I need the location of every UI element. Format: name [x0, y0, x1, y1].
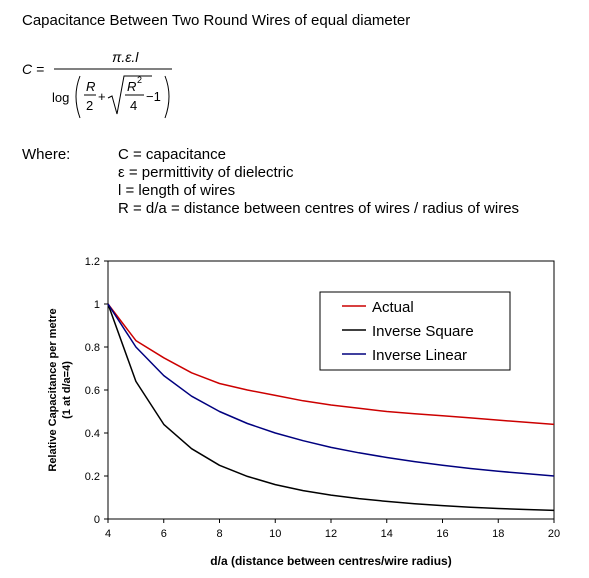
- definition-permittivity: ε = permittivity of dielectric: [118, 164, 294, 181]
- y-tick-label: 0.4: [85, 428, 100, 440]
- x-tick-label: 8: [216, 528, 222, 540]
- x-tick-label: 6: [161, 528, 167, 540]
- formula-square-exponent: 2: [137, 75, 142, 85]
- definition-length: l = length of wires: [118, 182, 236, 199]
- y-tick-label: 0.6: [85, 385, 100, 397]
- definition-capacitance: C = capacitance: [118, 146, 226, 163]
- y-tick-label: 1.2: [85, 256, 100, 268]
- formula-lhs: C =: [22, 61, 44, 77]
- formula-log: log: [52, 90, 69, 105]
- capacitance-chart: 0 0.2 0.4 0.6 0.8 1 1.2 4 6 8 10 12 14 16 18 20 d/a (dis…: [47, 256, 560, 568]
- formula-close-paren: [164, 75, 170, 119]
- x-tick-label: 10: [269, 528, 281, 540]
- legend: [319, 291, 511, 371]
- where-label: Where:: [22, 146, 71, 163]
- series-inverse-square: [107, 303, 555, 512]
- legend-label: Actual: [372, 299, 414, 316]
- series-inverse-linear: [107, 303, 555, 477]
- y-tick-label: 1: [94, 299, 100, 311]
- y-tick-label: 0.8: [85, 342, 100, 354]
- formula-r: R: [86, 79, 95, 94]
- x-axis-label: d/a (distance between centres/wire radiu…: [210, 554, 451, 568]
- definition-ratio: R = d/a = distance between centres of wi…: [118, 200, 520, 217]
- y-axis-label: Relative Capacitance per metre (1 at d/a=…: [47, 308, 73, 471]
- y-tick-label: 0.2: [85, 471, 100, 483]
- formula-two: 2: [86, 98, 93, 113]
- x-tick-label: 16: [436, 528, 448, 540]
- x-tick-label: 20: [548, 528, 560, 540]
- legend-label: Inverse Square: [372, 323, 474, 340]
- x-tick-label: 4: [105, 528, 111, 540]
- formula-open-paren: [75, 75, 81, 119]
- x-tick-label: 12: [325, 528, 337, 540]
- sqrt-sign: [107, 75, 152, 115]
- definition-list: C = capacitance ε = permittivity of diel…: [118, 146, 519, 218]
- capacitance-formula: C = π.ε.l log R 2 + R 2 4 −1: [22, 49, 172, 119]
- formula-plus: +: [98, 89, 106, 104]
- formula-minus-one: −1: [146, 89, 161, 104]
- legend-label: Inverse Linear: [372, 347, 467, 364]
- formula-four: 4: [130, 98, 137, 113]
- formula-r-squared: R: [127, 79, 136, 94]
- x-tick-label: 18: [492, 528, 504, 540]
- series-actual: [107, 303, 555, 426]
- formula-numerator: π.ε.l: [112, 49, 139, 65]
- y-tick-label: 0: [94, 514, 100, 526]
- x-tick-label: 14: [381, 528, 393, 540]
- page-title: Capacitance Between Two Round Wires of e…: [22, 12, 411, 29]
